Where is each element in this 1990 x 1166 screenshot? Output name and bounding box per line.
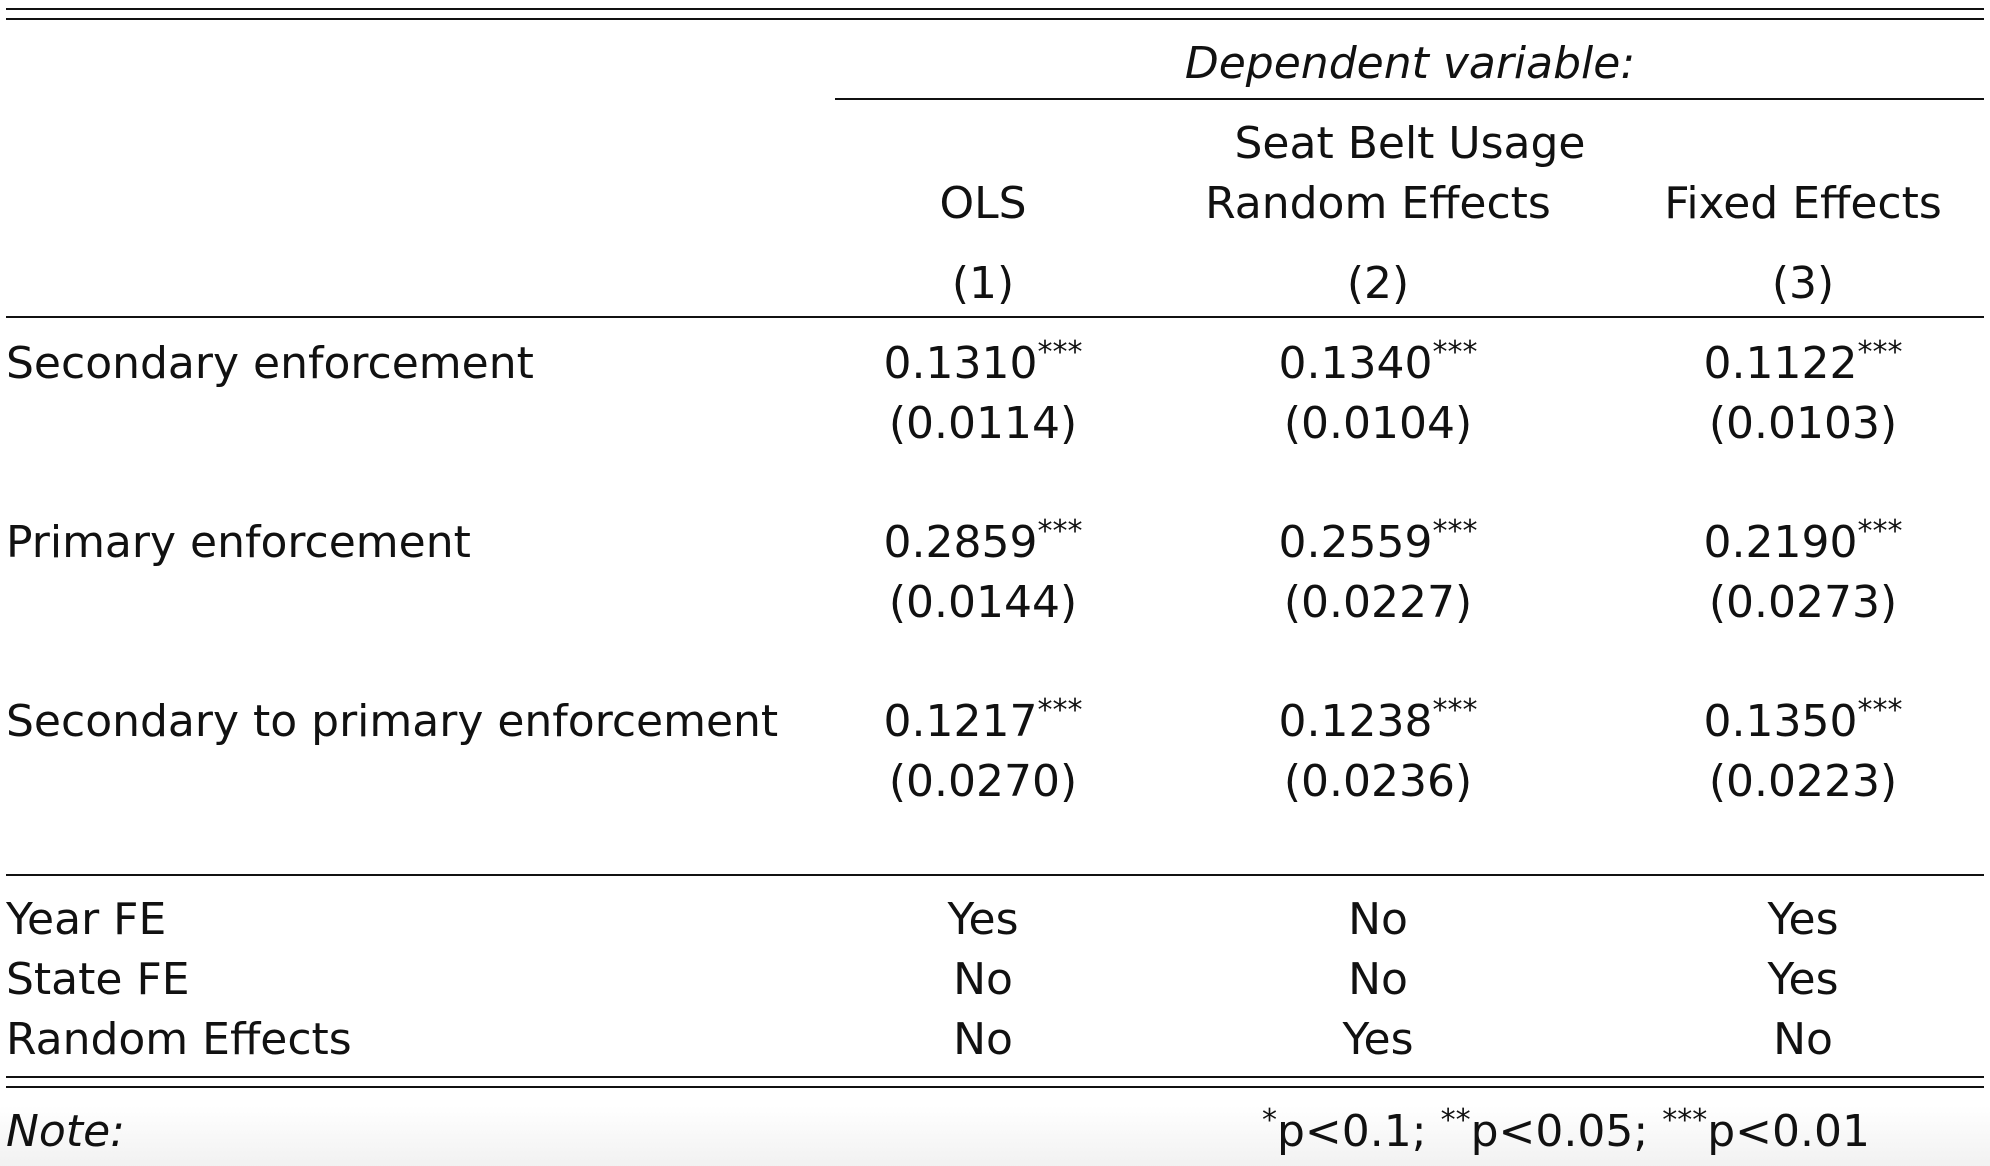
model-name-1: OLS [939,178,1027,229]
estimate-value: 0.1217 [883,696,1038,747]
indicator-value: No [953,1014,1013,1065]
significance-stars: *** [1037,514,1083,549]
significance-stars: *** [1857,693,1903,728]
significance-stars: *** [1857,514,1903,549]
legend-text: p<0.01 [1707,1106,1870,1157]
bottom-shade [0,1106,1990,1166]
dependent-variable-rule [835,98,1984,100]
estimate-value: 0.1340 [1278,338,1433,389]
indicator-value: No [953,954,1013,1005]
estimate-cell: 0.1340*** [1279,336,1478,392]
model-number-2: (2) [1346,258,1410,309]
estimate-cell: 0.2859*** [884,515,1083,571]
estimate-cell: 0.2190*** [1704,515,1903,571]
model-name-2: Random Effects [1205,178,1551,229]
model-name-3: Fixed Effects [1664,178,1942,229]
standard-error: (0.0270) [888,756,1078,807]
bottom-rule-1 [6,1076,1984,1078]
legend-stars: *** [1662,1103,1708,1138]
row-label-secondary-to-primary-enforcement: Secondary to primary enforcement [6,696,779,747]
estimate-value: 0.1350 [1703,696,1858,747]
row-label-secondary-enforcement: Secondary enforcement [6,338,534,389]
significance-stars: *** [1037,335,1083,370]
model-number-3: (3) [1771,258,1835,309]
estimate-value: 0.1122 [1703,338,1858,389]
significance-stars: *** [1857,335,1903,370]
significance-stars: *** [1432,693,1478,728]
standard-error: (0.0236) [1283,756,1473,807]
indicator-value: Yes [947,894,1019,945]
row-label-random-effects: Random Effects [6,1014,352,1065]
standard-error: (0.0273) [1708,577,1898,628]
standard-error: (0.0103) [1708,398,1898,449]
coefficients-rule [6,874,1984,876]
estimate-value: 0.2190 [1703,517,1858,568]
significance-stars: *** [1037,693,1083,728]
estimate-value: 0.1310 [883,338,1038,389]
row-label-state-fe: State FE [6,954,190,1005]
header-rule [6,316,1984,318]
estimate-cell: 0.1122*** [1704,336,1903,392]
legend-stars: * [1262,1103,1277,1138]
estimate-cell: 0.2559*** [1279,515,1478,571]
estimate-cell: 0.1310*** [884,336,1083,392]
indicator-value: No [1348,894,1408,945]
significance-legend: *p<0.1; **p<0.05; ***p<0.01 [1262,1104,1870,1160]
bottom-rule-2 [6,1086,1984,1088]
dependent-variable-name: Seat Belt Usage [1234,118,1586,169]
standard-error: (0.0227) [1283,577,1473,628]
legend-text: p<0.05; [1470,1106,1649,1157]
estimate-value: 0.2559 [1278,517,1433,568]
indicator-value: No [1348,954,1408,1005]
estimate-cell: 0.1217*** [884,694,1083,750]
row-label-year-fe: Year FE [6,894,167,945]
indicator-value: Yes [1767,894,1839,945]
model-number-1: (1) [951,258,1015,309]
significance-stars: *** [1432,514,1478,549]
standard-error: (0.0104) [1283,398,1473,449]
indicator-value: Yes [1767,954,1839,1005]
estimate-cell: 0.1350*** [1704,694,1903,750]
top-rule-2 [6,18,1984,20]
indicator-value: No [1773,1014,1833,1065]
dependent-variable-label: Dependent variable: [1184,38,1636,89]
row-label-primary-enforcement: Primary enforcement [6,517,471,568]
note-label: Note: [6,1106,125,1157]
indicator-value: Yes [1342,1014,1414,1065]
legend-stars: ** [1440,1103,1471,1138]
estimate-cell: 0.1238*** [1279,694,1478,750]
standard-error: (0.0223) [1708,756,1898,807]
estimate-value: 0.2859 [883,517,1038,568]
significance-stars: *** [1432,335,1478,370]
estimate-value: 0.1238 [1278,696,1433,747]
standard-error: (0.0114) [888,398,1078,449]
standard-error: (0.0144) [888,577,1078,628]
legend-text: p<0.1; [1277,1106,1427,1157]
top-rule-1 [6,8,1984,10]
